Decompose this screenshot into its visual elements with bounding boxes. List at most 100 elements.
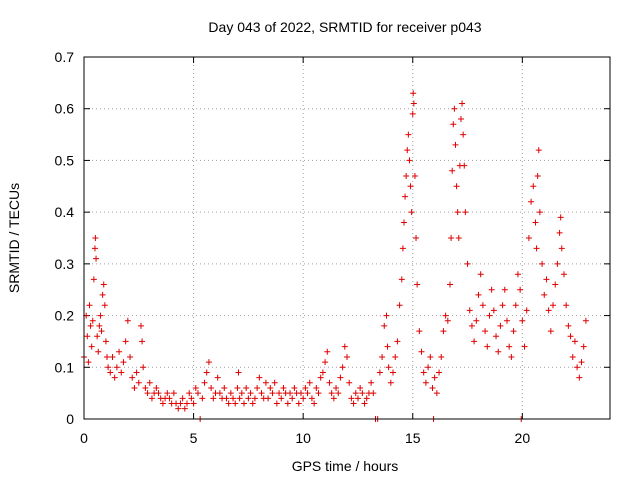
data-point [376,369,383,376]
data-point [179,395,186,402]
data-point [574,364,581,371]
data-point [235,369,242,376]
data-point [243,384,250,391]
data-point [460,131,467,138]
data-point [532,219,539,226]
data-point [313,384,320,391]
data-point [84,333,91,340]
data-point [550,302,557,309]
data-point [201,379,208,386]
data-point [425,364,432,371]
data-point [221,384,228,391]
data-point [170,390,177,397]
data-point [146,379,153,386]
y-tick-label: 0.5 [55,152,75,168]
data-point [449,167,456,174]
data-point [567,333,574,340]
data-point [346,379,353,386]
data-point [188,395,195,402]
data-point [159,400,166,407]
data-point [450,121,457,128]
data-point [341,343,348,350]
data-point [405,131,412,138]
data-point [368,379,375,386]
data-point [322,359,329,366]
data-point [563,302,570,309]
data-point [409,110,416,117]
data-point [216,390,223,397]
data-point [89,317,96,324]
data-point [484,343,491,350]
data-point [186,390,193,397]
data-point [406,157,413,164]
data-point [400,219,407,226]
data-point [97,312,104,319]
data-point [433,390,440,397]
y-tick-label: 0.2 [55,308,75,324]
data-point [175,405,182,412]
data-point [464,260,471,267]
data-point [404,147,411,154]
chart-title: Day 043 of 2022, SRMTID for receiver p04… [208,19,481,35]
data-point [335,390,342,397]
data-point [422,379,429,386]
data-point [554,260,561,267]
data-point [297,390,304,397]
data-point [271,379,278,386]
data-point [120,359,127,366]
data-point [560,271,567,278]
data-point [398,276,405,283]
data-point [208,384,215,391]
data-point [361,400,368,407]
data-point [291,384,298,391]
data-point [164,390,171,397]
data-point [444,317,451,324]
data-point [95,348,102,355]
data-point [88,343,95,350]
data-point [475,291,482,298]
data-point [416,328,423,335]
data-point [468,322,475,329]
data-point [133,369,140,376]
data-point [122,338,129,345]
data-point [240,400,247,407]
data-point [102,338,109,345]
data-point [140,364,147,371]
data-point [453,183,460,190]
data-point [535,147,542,154]
data-point [232,400,239,407]
data-point [324,348,331,355]
y-tick-label: 0.6 [55,101,75,117]
data-point [457,116,464,123]
data-point [148,395,155,402]
data-point [394,338,401,345]
data-point [284,400,291,407]
data-point [488,286,495,293]
data-point [98,328,105,335]
data-point [238,390,245,397]
data-point [379,353,386,360]
data-point [127,353,134,360]
data-point [462,209,469,216]
data-point [177,400,184,407]
data-point [442,312,449,319]
data-point [302,384,309,391]
data-point [455,235,462,241]
data-point [236,395,243,402]
data-point [304,390,311,397]
data-point [276,390,283,397]
data-point [256,374,263,381]
data-point [205,359,212,366]
data-point [92,235,99,241]
data-point [251,395,258,402]
data-point [85,359,92,366]
x-axis-label: GPS time / hours [292,458,399,474]
data-point [510,328,517,335]
data-point [354,395,361,402]
data-point [300,395,307,402]
data-point [337,374,344,381]
data-point [280,384,287,391]
data-point [247,390,254,397]
data-point [576,374,583,381]
data-point [124,317,131,324]
